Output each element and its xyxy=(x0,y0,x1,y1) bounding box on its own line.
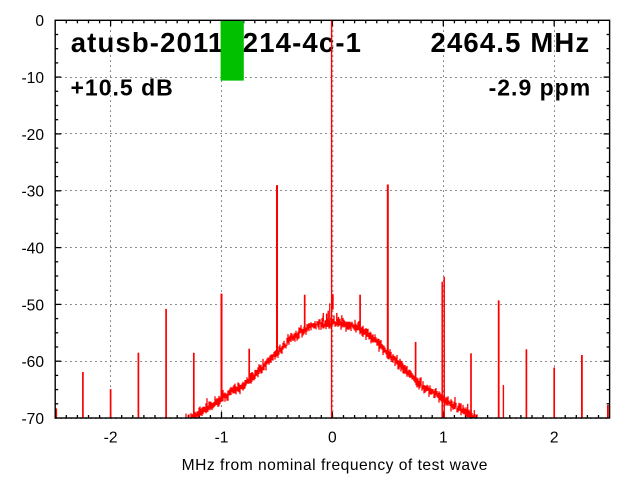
svg-text:-20: -20 xyxy=(21,127,44,144)
svg-text:2: 2 xyxy=(550,430,559,447)
svg-text:2464.5 MHz: 2464.5 MHz xyxy=(431,27,591,58)
svg-text:0: 0 xyxy=(35,13,44,30)
svg-text:-10: -10 xyxy=(21,70,44,87)
svg-text:atusb-2011: atusb-2011 xyxy=(71,27,225,58)
svg-text:-40: -40 xyxy=(21,241,44,258)
svg-text:0: 0 xyxy=(328,430,337,447)
svg-text:+10.5 dB: +10.5 dB xyxy=(71,75,174,101)
svg-text:214-4c-1: 214-4c-1 xyxy=(243,27,362,58)
svg-text:-2: -2 xyxy=(104,430,118,447)
svg-text:-30: -30 xyxy=(21,184,44,201)
svg-text:-60: -60 xyxy=(21,354,44,371)
svg-text:MHz from nominal frequency of: MHz from nominal frequency of test wave xyxy=(182,457,488,474)
svg-text:-70: -70 xyxy=(21,411,44,428)
svg-text:1: 1 xyxy=(439,430,448,447)
svg-text:-2.9 ppm: -2.9 ppm xyxy=(489,74,592,100)
svg-text:-50: -50 xyxy=(21,297,44,314)
svg-text:-1: -1 xyxy=(215,430,229,447)
